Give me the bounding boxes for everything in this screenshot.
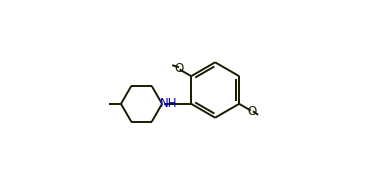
Text: O: O — [247, 105, 257, 118]
Text: O: O — [174, 62, 183, 75]
Text: NH: NH — [160, 97, 177, 110]
